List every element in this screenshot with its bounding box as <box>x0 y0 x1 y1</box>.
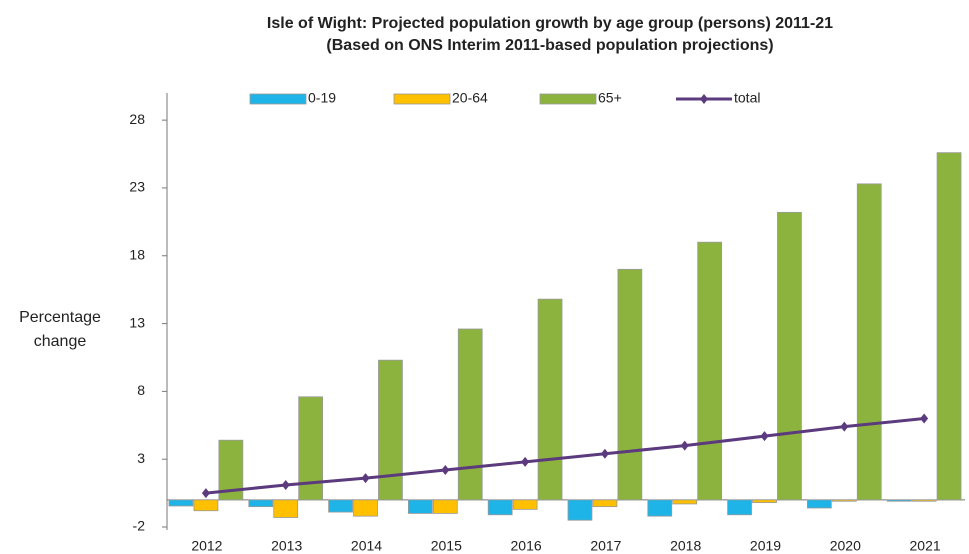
legend-label: 20-64 <box>452 90 488 106</box>
x-tick-label: 2015 <box>431 538 462 554</box>
line-marker <box>441 465 450 476</box>
legend-swatch <box>249 93 307 105</box>
bar <box>856 183 882 501</box>
bar <box>487 499 513 516</box>
y-tick-label: 8 <box>137 382 145 398</box>
bar <box>727 499 752 516</box>
x-tick-label: 2018 <box>670 538 701 554</box>
bar <box>911 499 937 502</box>
bar <box>273 499 299 518</box>
chart-subtitle: (Based on ONS Interim 2011-based populat… <box>326 37 773 54</box>
y-tick-label: 13 <box>129 314 145 330</box>
x-tick-label: 2020 <box>830 538 861 554</box>
bar <box>672 499 698 505</box>
bar <box>752 499 777 503</box>
bar <box>248 499 274 508</box>
legend-label: 0-19 <box>308 90 336 106</box>
line-marker <box>840 421 849 432</box>
bar <box>353 499 378 517</box>
chart-title: Isle of Wight: Projected population grow… <box>267 15 833 32</box>
line-marker <box>680 440 689 451</box>
y-tick-label: 18 <box>129 246 145 262</box>
bar <box>537 298 563 501</box>
bar <box>831 499 857 502</box>
bar <box>328 499 353 513</box>
y-axis-label: Percentage change <box>19 309 101 350</box>
y-tick-label: 3 <box>137 450 145 466</box>
bar <box>936 152 962 501</box>
line-marker <box>201 488 210 499</box>
x-tick-label: 2014 <box>351 538 382 554</box>
legend-label: total <box>734 90 760 106</box>
x-tick-label: 2017 <box>590 538 621 554</box>
line-marker <box>600 448 609 459</box>
legend-swatch <box>393 93 451 105</box>
bar <box>777 211 802 501</box>
y-tick-label: 23 <box>129 179 145 195</box>
line <box>205 417 925 495</box>
bar <box>193 499 219 512</box>
line-marker <box>920 413 929 424</box>
x-tick-label: 2012 <box>191 538 222 554</box>
line-marker <box>760 431 769 442</box>
legend-swatch <box>539 93 597 105</box>
bar <box>218 439 244 501</box>
bar <box>886 499 912 502</box>
x-tick-label: 2021 <box>910 538 941 554</box>
x-tick-label: 2016 <box>511 538 542 554</box>
line-marker <box>361 473 370 484</box>
bar <box>592 499 618 508</box>
bar <box>807 499 832 509</box>
bar <box>617 268 643 501</box>
bar <box>512 499 538 510</box>
x-tick-label: 2019 <box>750 538 781 554</box>
line-marker <box>521 456 530 467</box>
y-tick-label: -2 <box>133 518 146 534</box>
bar <box>407 499 433 514</box>
bar <box>432 499 458 514</box>
legend-swatch <box>700 94 708 104</box>
y-tick-label: 28 <box>129 111 145 127</box>
bar <box>567 499 593 521</box>
bar <box>298 396 324 501</box>
bar <box>168 499 194 507</box>
bar <box>697 241 723 501</box>
line-marker <box>281 479 290 490</box>
bar <box>378 359 403 501</box>
bar <box>457 328 483 501</box>
bar <box>647 499 673 517</box>
legend-label: 65+ <box>598 90 622 106</box>
x-tick-label: 2013 <box>271 538 302 554</box>
